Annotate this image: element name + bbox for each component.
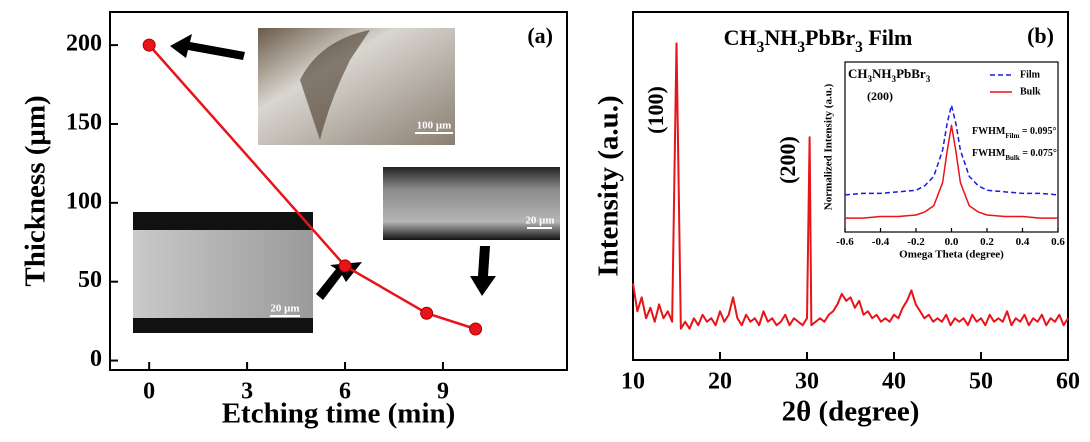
x-axis-label: 2θ (degree): [782, 396, 920, 428]
legend-label: Bulk: [1020, 86, 1041, 97]
x-tick-label: 0.4: [1016, 236, 1030, 248]
data-point: [469, 322, 483, 336]
arrows: [170, 34, 496, 300]
fwhm-part: FWHM: [972, 148, 1006, 159]
micrograph-detail: [133, 212, 313, 230]
inset-peak-label: (200): [867, 89, 893, 103]
data-line: [844, 104, 1059, 196]
data-point: [420, 306, 434, 320]
y-tick-label: 100: [66, 188, 102, 214]
y-tick-label: 200: [66, 31, 102, 57]
data-point: [338, 259, 352, 273]
fwhm-annotation: FWHMFilm = 0.095°: [972, 126, 1057, 139]
x-tick-label: 30: [795, 368, 819, 394]
fwhm-annotation: FWHMBulk = 0.075°: [972, 148, 1057, 161]
data-point: [142, 38, 156, 52]
x-tick-label: 0: [143, 378, 155, 404]
x-tick-label: 3: [241, 378, 253, 404]
x-tick-label: -0.6: [836, 236, 854, 248]
x-tick-label: 10: [621, 368, 645, 394]
inset-title: CH3NH3PbBr3: [848, 66, 931, 84]
peak-label: (200): [775, 136, 800, 184]
x-tick-label: 0.6: [1051, 236, 1065, 248]
inset-background: [845, 62, 1058, 232]
data-line: [845, 124, 1058, 219]
micrograph-detail: [300, 30, 370, 140]
data-line: [148, 44, 476, 331]
x-tick-label: 60: [1056, 368, 1080, 394]
y-axis-label: Normalized Intensity (a.u.): [823, 83, 835, 210]
peak-label: (100): [643, 86, 668, 134]
data-line: [632, 42, 1069, 330]
micrograph-detail: [133, 318, 313, 333]
x-tick-label: 0.0: [945, 236, 959, 248]
x-axis-label: Etching time (min): [222, 398, 456, 430]
plot-frame: [632, 11, 1069, 361]
x-tick-label: 40: [882, 368, 906, 394]
fwhm-part: FWHM: [972, 126, 1006, 137]
panel-label: (b): [1027, 23, 1054, 48]
fwhm-part: = 0.095°: [1019, 126, 1056, 137]
x-tick-label: 0.2: [980, 236, 994, 248]
x-axis-label: Omega Theta (degree): [899, 249, 1004, 261]
micrograph: [133, 212, 313, 333]
x-tick-label: 6: [339, 378, 351, 404]
x-tick-label: 50: [969, 368, 993, 394]
scale-label: 20 μm: [270, 303, 299, 315]
y-axis-label: Thickness (μm): [20, 95, 52, 286]
x-tick-label: -0.4: [872, 236, 890, 248]
x-tick-label: 20: [708, 368, 732, 394]
fwhm-part: Film: [1005, 132, 1019, 140]
scale-label: 20 μm: [525, 215, 554, 227]
x-tick-label: 9: [437, 378, 449, 404]
y-axis-label: Intensity (a.u.): [593, 95, 625, 276]
y-tick-label: 50: [78, 267, 102, 293]
micrograph: [383, 167, 560, 240]
fwhm-part: = 0.075°: [1020, 148, 1057, 159]
fwhm-part: Bulk: [1005, 154, 1020, 162]
legend-label: Film: [1020, 69, 1041, 80]
panel-label: (a): [527, 23, 553, 48]
y-tick-label: 0: [90, 346, 102, 372]
chart-title: CH3NH3PbBr3 Film: [724, 25, 913, 56]
y-tick-label: 150: [66, 109, 102, 135]
x-tick-label: -0.2: [907, 236, 925, 248]
plot-frame: [109, 11, 568, 371]
scale-label: 100 μm: [417, 120, 452, 132]
